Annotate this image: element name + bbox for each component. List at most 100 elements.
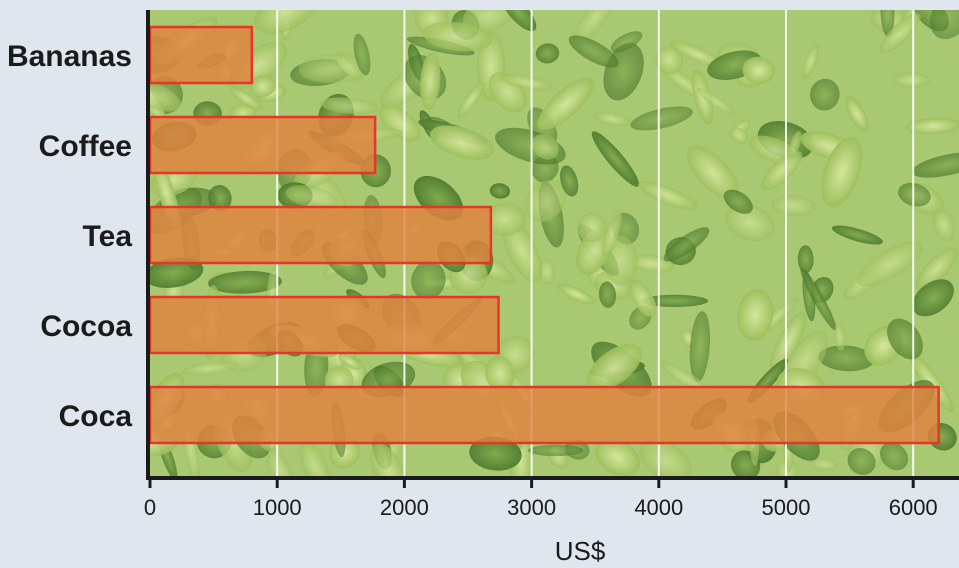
leaf-shape xyxy=(586,343,642,392)
leaf-shape xyxy=(788,130,802,158)
leaf-shape xyxy=(630,106,693,131)
leaf-shape xyxy=(905,117,959,135)
leaf-shape xyxy=(524,179,566,223)
leaf-shape xyxy=(181,361,239,376)
leaf-shape xyxy=(915,247,959,290)
leaf-shape xyxy=(689,311,711,383)
leaf-shape xyxy=(911,152,959,178)
leaf-shape xyxy=(483,202,526,236)
category-label: Bananas xyxy=(7,40,132,73)
leaf-shape xyxy=(285,185,339,210)
category-label: Tea xyxy=(83,220,133,253)
leaf-shape xyxy=(725,204,775,242)
leaf-shape xyxy=(912,279,954,317)
bar-coca xyxy=(148,385,940,445)
leaf-shape xyxy=(353,33,371,76)
leaf-shape xyxy=(771,195,817,217)
leaf-shape xyxy=(420,52,441,110)
leaf-shape xyxy=(686,145,740,201)
leaf-shape xyxy=(249,75,276,98)
leaf-shape xyxy=(557,283,596,305)
leaf-shape xyxy=(857,241,924,287)
leaf-shape xyxy=(802,44,819,80)
leaf-shape xyxy=(208,270,282,294)
leaf-shape xyxy=(150,78,182,112)
bar-cocoa xyxy=(148,295,500,355)
leaf-shape xyxy=(761,151,803,191)
leaf-shape xyxy=(531,133,559,160)
leaf-shape xyxy=(638,181,698,210)
leaf-shape xyxy=(593,111,631,127)
leaf-shape xyxy=(818,345,874,372)
leaf-shape xyxy=(485,355,515,392)
leaf-shape xyxy=(844,96,869,132)
leaf-shape xyxy=(797,245,814,274)
leaf-shape xyxy=(591,131,640,187)
x-tick-label: 0 xyxy=(144,495,156,520)
bar-tea xyxy=(148,205,493,265)
leaf-shape xyxy=(847,447,876,475)
leaf-shape xyxy=(411,260,446,300)
leaf-shape xyxy=(560,165,579,197)
leaf-shape xyxy=(932,208,955,242)
leaf-shape xyxy=(893,72,930,89)
leaf-shape xyxy=(422,21,493,52)
leaf-shape xyxy=(528,444,584,457)
category-label: Cocoa xyxy=(40,310,132,343)
leaf-shape xyxy=(669,40,726,69)
x-tick-labels: 0 1000 2000 3000 4000 5000 6000 xyxy=(144,478,938,520)
leaf-shape xyxy=(879,442,909,471)
leaf-shape xyxy=(628,279,657,318)
leaf-shape xyxy=(254,10,317,35)
leaf-shape xyxy=(535,43,560,64)
leaf-shape xyxy=(577,212,607,243)
bar-bananas xyxy=(148,25,254,85)
leaf-shape xyxy=(655,45,684,75)
leaf-shape xyxy=(338,353,362,370)
leaf-shape xyxy=(501,10,537,32)
leaf-shape xyxy=(229,86,262,111)
leaf-shape xyxy=(737,289,774,341)
leaf-shape xyxy=(298,53,371,84)
leaf-shape xyxy=(831,225,883,245)
bar-coffee xyxy=(148,115,377,175)
x-axis-title: US$ xyxy=(555,536,606,566)
category-label: Coffee xyxy=(39,130,132,163)
leaf-shape xyxy=(602,209,622,258)
leaf-shape xyxy=(800,267,837,331)
leaf-shape xyxy=(598,281,617,308)
leaf-shape xyxy=(379,104,421,142)
leaf-shape xyxy=(208,184,232,212)
leaf-shape xyxy=(729,127,749,144)
leaf-shape xyxy=(808,457,839,471)
leaf-shape xyxy=(594,438,641,476)
leaf-shape xyxy=(809,78,840,111)
leaf-shape xyxy=(627,254,675,274)
leaf-shape xyxy=(742,56,775,84)
x-tick-label: 6000 xyxy=(889,495,938,520)
leaf-shape xyxy=(568,35,619,68)
leaf-shape xyxy=(299,440,331,476)
leaf-shape xyxy=(610,31,643,53)
x-tick-label: 3000 xyxy=(507,495,556,520)
leaf-shape xyxy=(537,77,595,130)
x-tick-label: 5000 xyxy=(762,495,811,520)
leaf-shape xyxy=(879,13,921,54)
bars xyxy=(148,25,940,445)
leaf-shape xyxy=(880,10,895,37)
leaf-shape xyxy=(639,438,692,476)
leaf-shape xyxy=(573,10,616,45)
x-tick-label: 1000 xyxy=(253,495,302,520)
leaf-shape xyxy=(429,125,495,160)
leaf-shape xyxy=(369,443,408,476)
leaf-shape xyxy=(462,10,515,33)
leaf-shape xyxy=(500,74,553,91)
x-tick-label: 2000 xyxy=(380,495,429,520)
leaf-shape xyxy=(150,257,204,288)
leaf-shape xyxy=(898,182,931,207)
leaf-shape xyxy=(457,82,485,118)
category-labels: Bananas Coffee Tea Cocoa Coca xyxy=(7,40,132,433)
leaf-shape xyxy=(834,322,846,351)
